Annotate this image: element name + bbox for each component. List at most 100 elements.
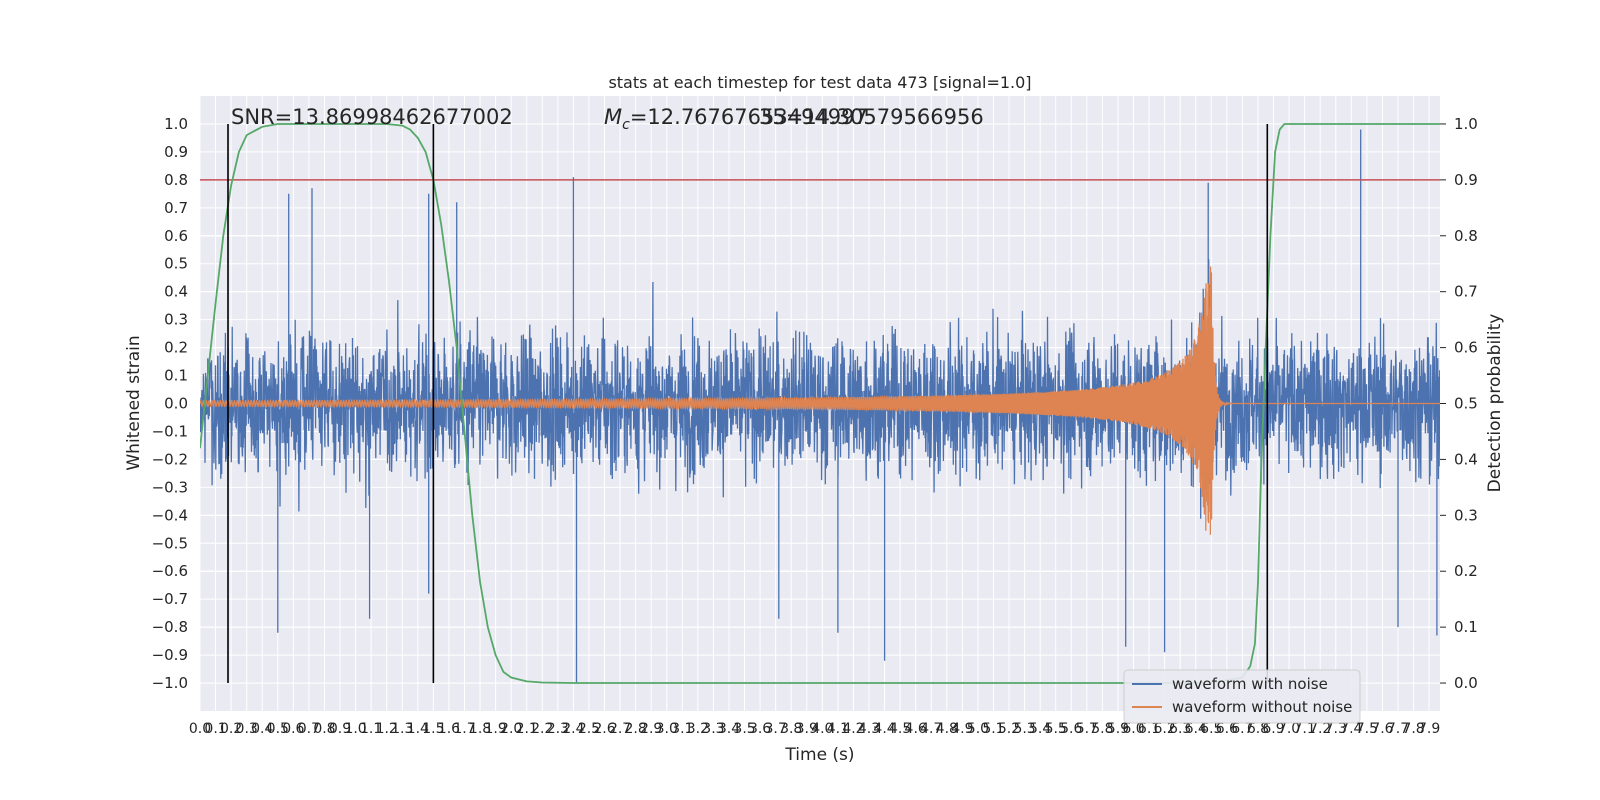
x-tick-label: 0.9 <box>329 721 351 737</box>
y2-tick-label: 0.9 <box>1454 171 1478 189</box>
y-axis-left: −1.0 −0.9 −0.8 −0.7 −0.6 −0.5 −0.4 −0.3 −0.2 −0.1… <box>152 115 188 692</box>
x-tick-label: 7.2 <box>1309 721 1331 737</box>
x-tick-label: 1.9 <box>484 721 506 737</box>
y-tick-label: 0.5 <box>164 255 188 273</box>
y-tick-label: 0.2 <box>164 339 188 357</box>
y-tick-label: 0.1 <box>164 367 188 385</box>
y2-tick-label: 0.7 <box>1454 283 1478 301</box>
x-tick-label: 3.9 <box>796 721 818 737</box>
x-tick-label: 0.1 <box>204 721 226 737</box>
x-tick-label: 2.5 <box>578 721 600 737</box>
x-tick-label: 2.3 <box>547 721 569 737</box>
x-tick-label: 0.4 <box>251 721 273 737</box>
x-tick-label: 6.9 <box>1262 721 1284 737</box>
x-tick-label: 5.2 <box>998 721 1020 737</box>
x-tick-label: 1.1 <box>360 721 382 737</box>
y-tick-label: −1.0 <box>152 674 188 692</box>
y-tick-label: −0.9 <box>152 646 188 664</box>
y-tick-label: 0.6 <box>164 227 188 245</box>
vertical-markers <box>227 123 1269 684</box>
y2-tick-label: 0.5 <box>1454 395 1478 413</box>
x-tick-label: 1.3 <box>391 721 413 737</box>
x-tick-label: 0.7 <box>298 721 320 737</box>
y-tick-label: −0.1 <box>152 422 188 440</box>
x-tick-label: 3.4 <box>718 721 740 737</box>
x-tick-label: 3.8 <box>780 721 802 737</box>
x-tick-label: 3.6 <box>749 721 771 737</box>
x-tick-label: 2.7 <box>609 721 631 737</box>
x-tick-label: 3.3 <box>702 721 724 737</box>
y2-tick-label: 0.3 <box>1454 506 1478 524</box>
x-tick-label: 6.0 <box>1122 721 1144 737</box>
x-tick-label: 4.1 <box>827 721 849 737</box>
x-tick-label: 0.3 <box>236 721 258 737</box>
x-tick-label: 6.6 <box>1216 721 1238 737</box>
x-tick-label: 5.9 <box>1107 721 1129 737</box>
y-tick-label: −0.2 <box>152 450 188 468</box>
y-tick-label: 1.0 <box>164 115 188 133</box>
x-tick-label: 4.4 <box>873 721 895 737</box>
x-tick-label: 6.8 <box>1247 721 1269 737</box>
y-tick-label: 0.3 <box>164 311 188 329</box>
y-tick-label: 0.9 <box>164 143 188 161</box>
x-tick-label: 4.7 <box>920 721 942 737</box>
chirp-mass-subscript: c <box>622 117 630 133</box>
x-tick-label: 7.4 <box>1340 721 1362 737</box>
y2-axis-label: Detection probability <box>1485 314 1505 493</box>
y-tick-label: −0.6 <box>152 562 188 580</box>
x-tick-label: 6.1 <box>1138 721 1160 737</box>
legend-box <box>1123 669 1361 724</box>
y-tick-label: −0.5 <box>152 534 188 552</box>
series-line-waveform-with-noise <box>200 129 1440 683</box>
y-tick-label: −0.3 <box>152 478 188 496</box>
x-tick-label: 4.6 <box>905 721 927 737</box>
x-tick-label: 1.2 <box>376 721 398 737</box>
y2-tick-label: 0.0 <box>1454 674 1478 692</box>
y2-tick-label: 0.2 <box>1454 562 1478 580</box>
legend-label-waveform-without-noise: waveform without noise <box>1172 698 1352 716</box>
x-tick-label: 5.6 <box>1060 721 1082 737</box>
x-tick-label: 6.2 <box>1153 721 1175 737</box>
x-tick-label: 6.3 <box>1169 721 1191 737</box>
series-line-detection-probability <box>200 123 1440 684</box>
legend-label-waveform-with-noise: waveform with noise <box>1172 675 1328 693</box>
x-tick-label: 2.8 <box>625 721 647 737</box>
x-tick-label: 5.3 <box>1013 721 1035 737</box>
x-tick-label: 7.8 <box>1402 721 1424 737</box>
series-line-waveform-without-noise <box>200 266 1440 535</box>
snr-annotation: SNR=13.86998462677002 <box>231 105 513 129</box>
x-tick-label: 7.9 <box>1418 721 1440 737</box>
legend: waveform with noise waveform without noi… <box>1123 669 1361 724</box>
y2-tick-label: 1.0 <box>1454 115 1478 133</box>
y-tick-label: 0.4 <box>164 283 188 301</box>
x-tick-label: 3.7 <box>765 721 787 737</box>
x-tick-label: 0.8 <box>313 721 335 737</box>
x-tick-label: 7.0 <box>1278 721 1300 737</box>
x-tick-label: 6.5 <box>1200 721 1222 737</box>
x-tick-label: 5.8 <box>1091 721 1113 737</box>
y2-tick-label: 0.1 <box>1454 618 1478 636</box>
x-tick-label: 0.2 <box>220 721 242 737</box>
chirp-mass-annotation: Mc=12.76767653494997 <box>604 105 868 133</box>
y2-tick-label: 0.8 <box>1454 227 1478 245</box>
x-tick-label: 3.5 <box>733 721 755 737</box>
x-tick-label: 6.7 <box>1231 721 1253 737</box>
x-tick-label: 7.5 <box>1356 721 1378 737</box>
chart-title: stats at each timestep for test data 473… <box>608 73 1031 92</box>
y-axis-right: 0.0 0.1 0.2 0.3 0.4 0.5 0.6 0.7 0.8 0.9 1.0 <box>1440 115 1478 692</box>
x-tick-label: 0.0 <box>189 721 211 737</box>
y2-tick-label: 0.4 <box>1454 450 1478 468</box>
x-tick-label: 2.1 <box>516 721 538 737</box>
x-tick-label: 1.6 <box>438 721 460 737</box>
y2-tick-label: 0.6 <box>1454 339 1478 357</box>
x-axis: 0.00.10.20.30.40.50.60.70.80.91.01.11.21… <box>189 721 1440 737</box>
x-tick-label: 4.3 <box>858 721 880 737</box>
x-tick-label: 1.0 <box>344 721 366 737</box>
x-tick-label: 4.2 <box>842 721 864 737</box>
x-tick-label: 4.0 <box>811 721 833 737</box>
x-tick-label: 2.0 <box>500 721 522 737</box>
y-tick-label: 0.8 <box>164 171 188 189</box>
x-tick-label: 6.4 <box>1185 721 1207 737</box>
x-tick-label: 1.8 <box>469 721 491 737</box>
y-tick-label: −0.8 <box>152 618 188 636</box>
